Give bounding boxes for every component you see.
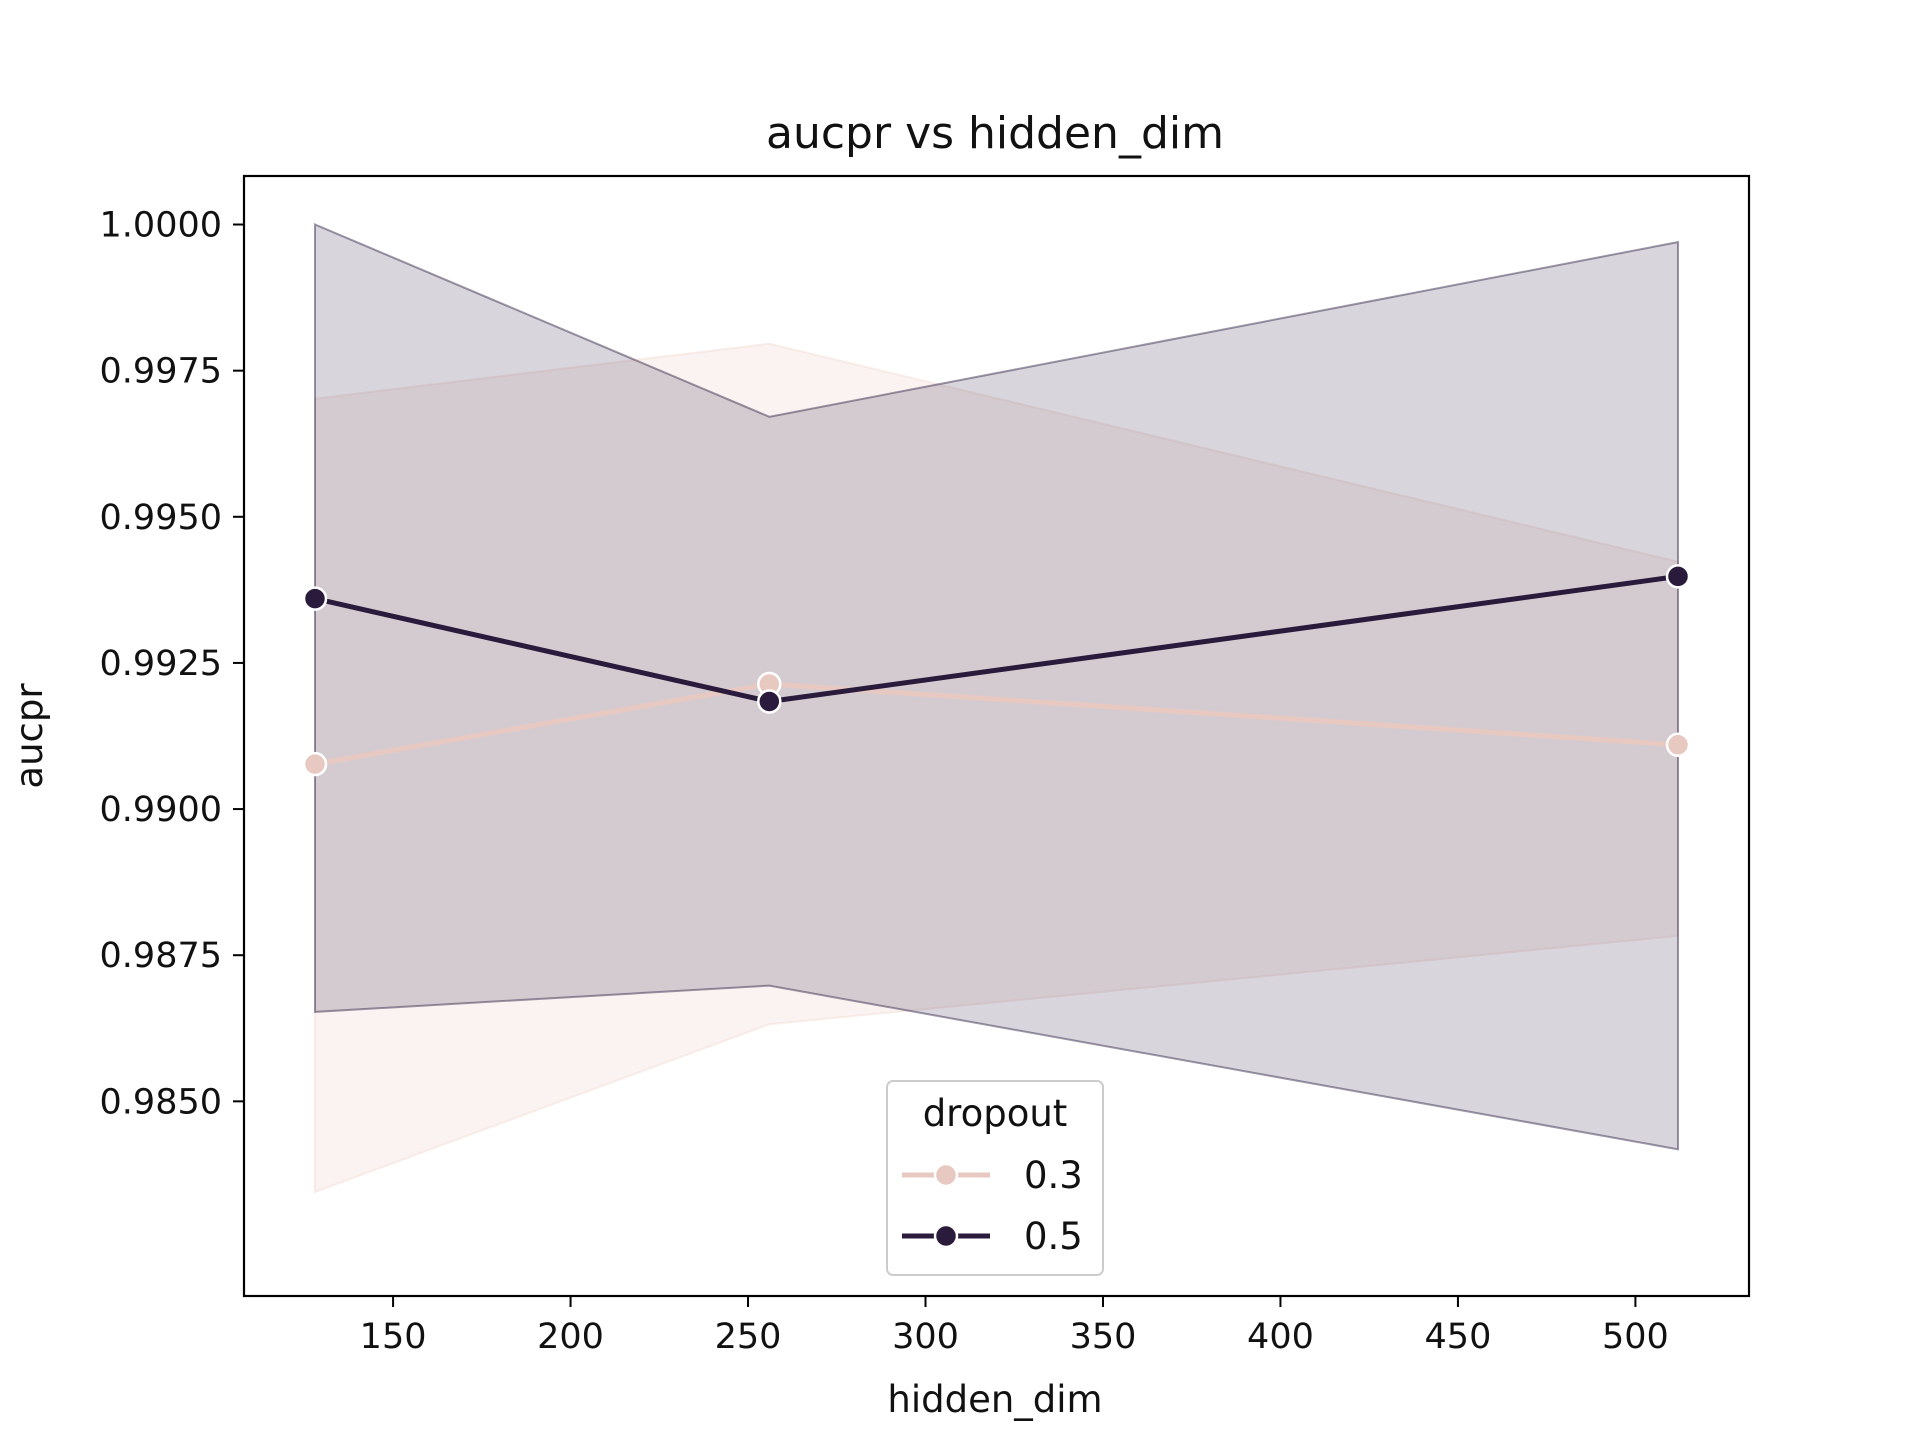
- x-tick-label: 200: [537, 1317, 604, 1357]
- x-axis-ticks: 150 200 250 300 350 400 450 500: [360, 1296, 1669, 1357]
- x-tick-label: 500: [1602, 1317, 1669, 1357]
- x-tick-label: 150: [360, 1317, 427, 1357]
- legend-marker-1: [933, 1223, 959, 1249]
- x-axis-label: hidden_dim: [887, 1378, 1102, 1421]
- data-point-1-2: [1665, 564, 1691, 589]
- legend-entries: 0.30.5: [902, 1154, 1083, 1258]
- y-tick-label: 1.0000: [100, 206, 222, 246]
- legend: dropout 0.30.5: [886, 1080, 1104, 1276]
- y-axis-ticks: 0.9850 0.9875 0.9900 0.9925 0.9950 0.9975 1.00…: [100, 206, 244, 1122]
- plot-frame: [242, 174, 1751, 1298]
- confidence-band-1: [314, 222, 1679, 1151]
- legend-title: dropout: [923, 1092, 1068, 1135]
- confidence-bands: [314, 222, 1679, 1194]
- x-tick-label: 400: [1247, 1317, 1314, 1357]
- y-tick-label: 0.9850: [100, 1082, 222, 1122]
- legend-marker-0: [933, 1162, 959, 1188]
- y-tick-label: 0.9900: [100, 790, 222, 830]
- series-points: [302, 564, 1691, 777]
- x-tick-label: 450: [1425, 1317, 1492, 1357]
- data-point-1-0: [302, 586, 328, 611]
- y-tick-label: 0.9875: [100, 936, 222, 976]
- y-axis-label: aucpr: [8, 683, 51, 789]
- y-tick-label: 0.9975: [100, 352, 222, 392]
- data-point-0-0: [302, 751, 328, 777]
- legend-label-1: 0.5: [1024, 1215, 1083, 1258]
- x-tick-label: 250: [715, 1317, 782, 1357]
- y-tick-label: 0.9950: [100, 498, 222, 538]
- x-tick-label: 300: [892, 1317, 959, 1357]
- legend-label-0: 0.3: [1024, 1154, 1083, 1197]
- x-tick-label: 350: [1070, 1317, 1137, 1357]
- data-point-0-2: [1665, 732, 1691, 758]
- data-point-1-1: [757, 689, 782, 714]
- y-tick-label: 0.9925: [100, 644, 222, 684]
- chart-title: aucpr vs hidden_dim: [766, 108, 1224, 159]
